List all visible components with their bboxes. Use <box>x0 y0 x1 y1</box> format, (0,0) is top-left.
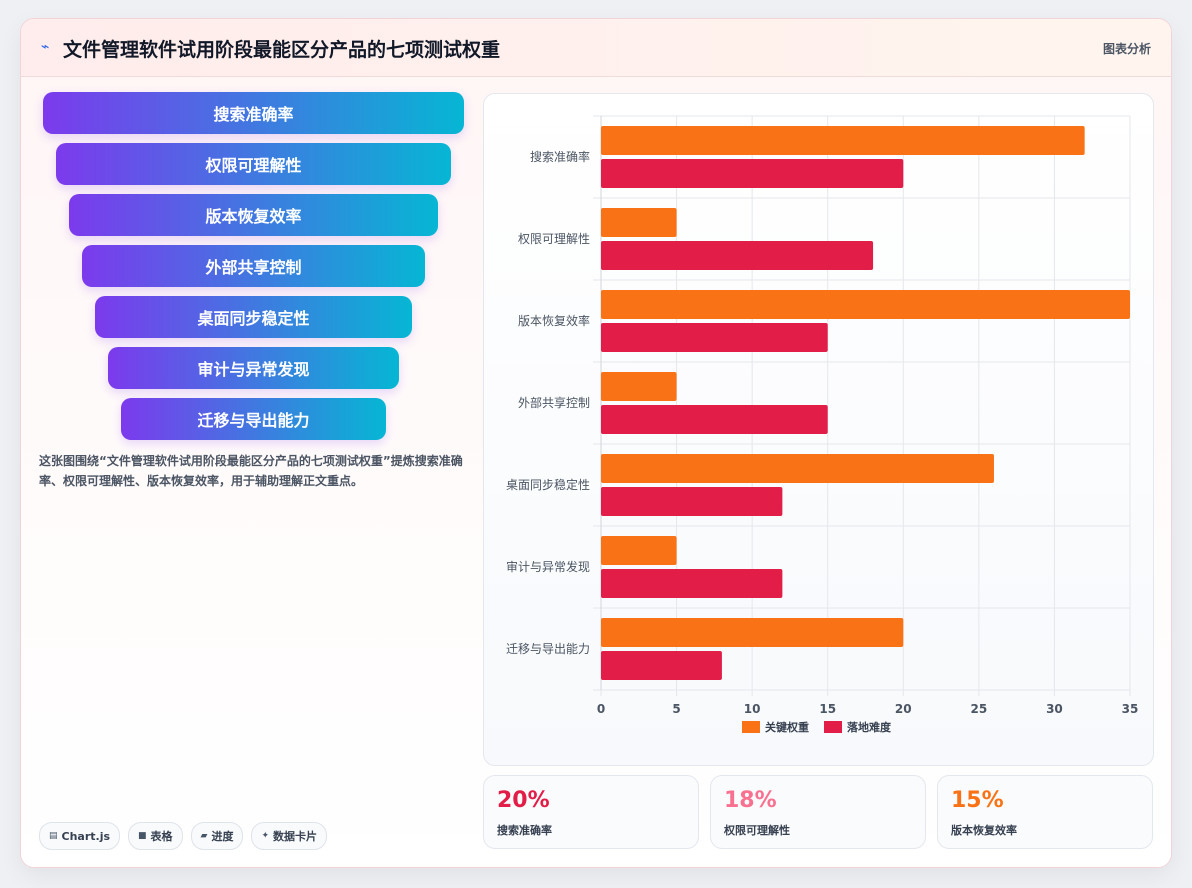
bar-key-weight <box>601 536 677 565</box>
x-tick-label: 5 <box>672 702 680 716</box>
stat-value: 20% <box>497 788 550 813</box>
funnel-step: 权限可理解性 <box>56 143 451 185</box>
funnel-step: 桌面同步稳定性 <box>95 296 412 338</box>
bar-difficulty <box>601 323 828 352</box>
stat-card: 18% 权限可理解性 <box>710 775 926 849</box>
stat-card: 20% 搜索准确率 <box>483 775 699 849</box>
funnel-step: 迁移与导出能力 <box>121 398 386 440</box>
funnel-step: 审计与异常发现 <box>108 347 399 389</box>
bar-difficulty <box>601 651 722 680</box>
x-tick-label: 30 <box>1046 702 1063 716</box>
chip-label: Chart.js <box>61 829 111 843</box>
bar-difficulty <box>601 487 783 516</box>
x-tick-label: 20 <box>895 702 912 716</box>
chip-table[interactable]: ■ 表格 <box>128 822 183 850</box>
bar-key-weight <box>601 454 994 483</box>
category-label: 版本恢复效率 <box>518 313 590 328</box>
legend-swatch <box>824 721 842 733</box>
legend-swatch <box>742 721 760 733</box>
lightning-icon: ⌁ <box>41 39 50 55</box>
chip-data-card[interactable]: ✦ 数据卡片 <box>251 822 328 850</box>
chip-progress[interactable]: ▰ 进度 <box>190 822 244 850</box>
category-label: 搜索准确率 <box>530 149 590 164</box>
bar-key-weight <box>601 126 1085 155</box>
chip-chartjs[interactable]: ▤ Chart.js <box>39 822 121 850</box>
chip-label: 表格 <box>150 830 173 843</box>
x-tick-label: 0 <box>597 702 605 716</box>
x-tick-label: 10 <box>744 702 761 716</box>
stat-label: 搜索准确率 <box>497 824 552 837</box>
category-label: 迁移与导出能力 <box>506 642 590 656</box>
sparkle-icon: ✦ <box>261 831 270 841</box>
funnel-step: 搜索准确率 <box>43 92 464 134</box>
bar-difficulty <box>601 405 828 434</box>
category-label: 权限可理解性 <box>518 232 590 246</box>
bar-key-weight <box>601 208 677 237</box>
chip-label: 进度 <box>211 830 234 843</box>
bar-key-weight <box>601 372 677 401</box>
stat-value: 18% <box>724 788 777 813</box>
card-header: ⌁ 文件管理软件试用阶段最能区分产品的七项测试权重 图表分析 <box>21 19 1171 77</box>
category-label: 外部共享控制 <box>518 395 590 410</box>
progress-icon: ▰ <box>200 831 208 841</box>
category-label: 审计与异常发现 <box>506 559 590 574</box>
stat-label: 版本恢复效率 <box>951 824 1017 837</box>
x-tick-label: 25 <box>971 702 988 716</box>
stat-card: 15% 版本恢复效率 <box>937 775 1153 849</box>
table-icon: ■ <box>138 831 147 841</box>
x-tick-label: 15 <box>819 702 836 716</box>
bar-key-weight <box>601 618 904 647</box>
x-tick-label: 35 <box>1122 702 1139 716</box>
bar-difficulty <box>601 569 783 598</box>
legend-label: 关键权重 <box>765 720 809 734</box>
bar-difficulty <box>601 241 874 270</box>
chip-row: ▤ Chart.js ■ 表格 ▰ 进度 ✦ 数据卡片 <box>39 822 328 850</box>
bar-chart-svg: 0 5 10 15 20 25 30 35 搜索准确率权限可理解性版本恢复效率外部共享控制桌面同… <box>506 115 1139 734</box>
page-title: 文件管理软件试用阶段最能区分产品的七项测试权重 <box>63 39 501 61</box>
section-tag: 图表分析 <box>1102 42 1151 56</box>
funnel-step: 外部共享控制 <box>82 245 425 287</box>
bar-chart: 0 5 10 15 20 25 30 35 搜索准确率权限可理解性 版本恢复效率 外部共享控制桌面同… <box>483 93 1154 766</box>
chip-label: 数据卡片 <box>273 830 318 843</box>
bar-key-weight <box>601 290 1130 319</box>
chart-card: ⌁ 文件管理软件试用阶段最能区分产品的七项测试权重 图表分析 搜索准确率 权限可… <box>20 18 1172 868</box>
legend-label: 落地难度 <box>847 720 892 734</box>
chart-icon: ▤ <box>49 831 58 841</box>
category-label: 桌面同步稳定性 <box>506 477 590 492</box>
funnel-step: 版本恢复效率 <box>69 194 438 236</box>
stat-value: 15% <box>951 788 1004 813</box>
description: 这张图围绕“文件管理软件试用阶段最能区分产品的七项测试权重”提炼搜索准确率、权限… <box>39 454 463 488</box>
stat-label: 权限可理解性 <box>724 824 790 837</box>
bar-difficulty <box>601 159 904 188</box>
